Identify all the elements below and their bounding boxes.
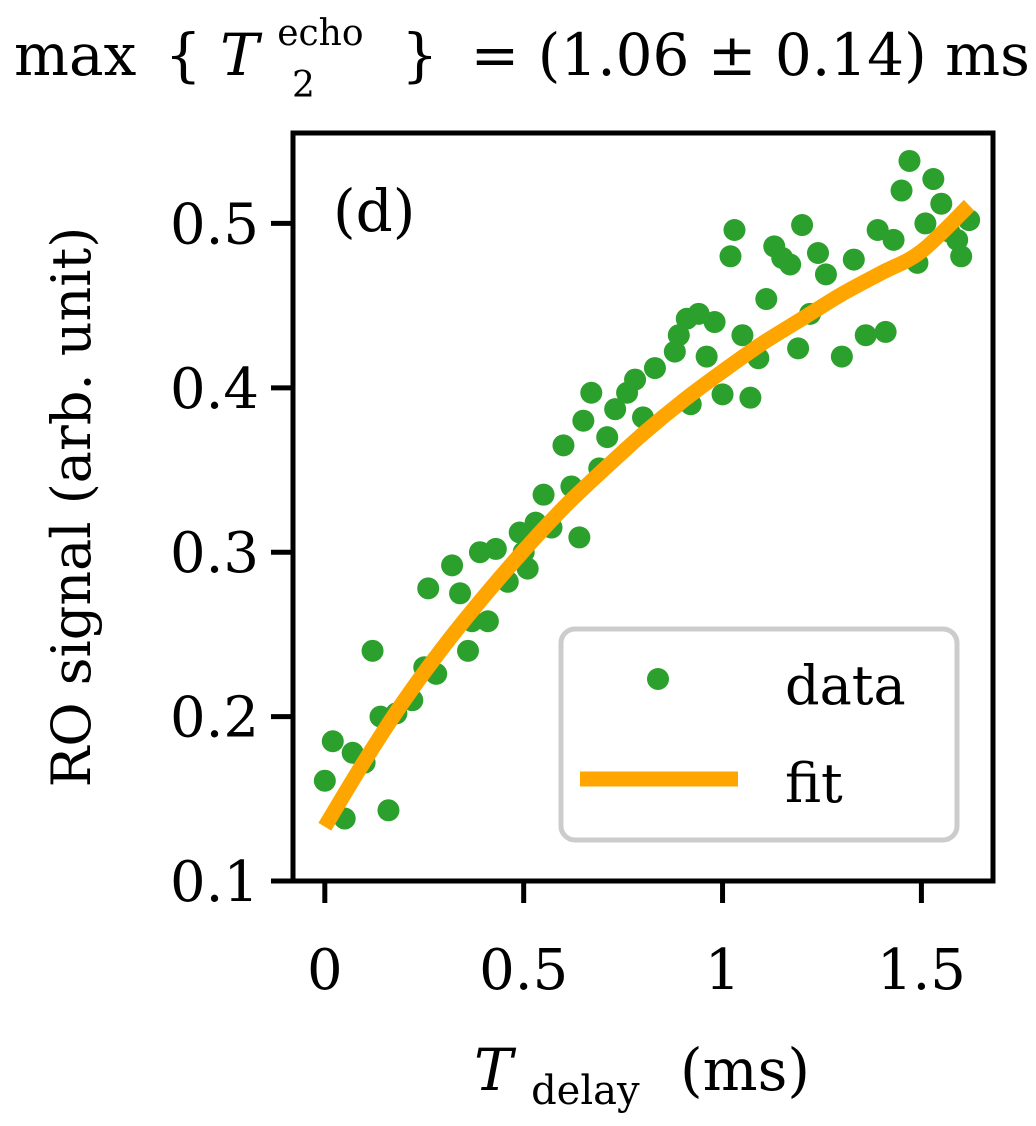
data-point bbox=[950, 245, 973, 268]
data-point bbox=[755, 288, 778, 311]
legend: data fit bbox=[558, 626, 960, 843]
data-point bbox=[361, 639, 384, 662]
data-point bbox=[695, 345, 718, 368]
legend-fit-label: fit bbox=[785, 752, 843, 815]
data-point bbox=[882, 228, 905, 251]
y-tick-label: 0.1 bbox=[170, 850, 259, 915]
header-max: max bbox=[14, 21, 136, 89]
data-point bbox=[807, 242, 829, 265]
x-tick-label: 1 bbox=[705, 938, 741, 1003]
data-point bbox=[441, 554, 464, 577]
x-axis-label-symbol: T bbox=[474, 1036, 517, 1104]
y-axis-label: RO signal (arb. unit) bbox=[40, 227, 103, 788]
x-tick-label: 0.5 bbox=[479, 938, 568, 1003]
data-point bbox=[719, 245, 742, 268]
legend-data-label: data bbox=[785, 654, 906, 717]
header-subscript: 2 bbox=[292, 65, 315, 106]
header-brace-open: { bbox=[165, 21, 202, 89]
x-tick-label: 1.5 bbox=[877, 938, 966, 1003]
data-point bbox=[874, 320, 897, 343]
data-point bbox=[914, 212, 937, 235]
data-point bbox=[604, 398, 627, 421]
data-point bbox=[787, 337, 810, 360]
data-point bbox=[854, 324, 877, 347]
svg-text:max { T echo: max { T echo 2 } = (1.06 ± 0.14) ms bbox=[14, 0, 1030, 111]
y-tick-label: 0.4 bbox=[170, 357, 259, 422]
header-brace-close: } bbox=[401, 21, 438, 89]
data-point bbox=[321, 730, 344, 753]
y-axis-ticks: 0.1 0.2 0.3 0.4 0.5 bbox=[170, 192, 293, 915]
data-point bbox=[580, 381, 603, 404]
data-point bbox=[313, 769, 336, 792]
data-point bbox=[866, 218, 889, 241]
data-point bbox=[711, 383, 734, 406]
x-axis-label: T delay (ms) bbox=[474, 1036, 810, 1118]
data-point bbox=[476, 610, 499, 633]
x-axis-ticks: 0 0.5 1 1.5 bbox=[307, 881, 966, 1003]
x-tick-label: 0 bbox=[307, 938, 343, 1003]
data-point bbox=[667, 324, 690, 347]
header-equation-value: = (1.06 ± 0.14) ms bbox=[471, 21, 1030, 89]
fit-line bbox=[318, 199, 975, 831]
data-point bbox=[779, 253, 802, 276]
y-tick-label: 0.3 bbox=[170, 521, 259, 586]
data-point bbox=[842, 248, 865, 271]
data-point bbox=[739, 386, 762, 409]
data-point bbox=[552, 434, 575, 457]
x-axis-label-subscript: delay bbox=[531, 1068, 640, 1114]
data-point bbox=[596, 426, 619, 449]
data-point bbox=[624, 368, 647, 391]
data-point bbox=[532, 483, 555, 506]
data-point bbox=[731, 324, 754, 347]
data-point bbox=[449, 582, 472, 605]
data-point bbox=[417, 577, 440, 600]
y-tick-label: 0.2 bbox=[170, 686, 259, 751]
data-point bbox=[791, 214, 814, 237]
data-point bbox=[830, 345, 853, 368]
header-equation: max { T echo 2 } = (1.06 ± 0.14) ms bbox=[14, 0, 1030, 111]
data-point bbox=[377, 799, 400, 822]
data-point bbox=[922, 168, 945, 191]
data-point bbox=[946, 228, 969, 251]
data-point bbox=[723, 218, 746, 241]
data-point bbox=[930, 192, 953, 215]
data-point bbox=[890, 179, 913, 202]
header-superscript: echo bbox=[277, 13, 363, 54]
data-series bbox=[313, 149, 981, 830]
data-point bbox=[703, 311, 726, 334]
plot-frame bbox=[290, 130, 996, 884]
x-axis-label-unit: (ms) bbox=[680, 1036, 810, 1104]
data-point bbox=[643, 357, 666, 380]
data-point bbox=[572, 409, 595, 432]
data-point bbox=[898, 149, 921, 172]
header-symbol: T bbox=[220, 21, 263, 89]
data-point bbox=[663, 340, 686, 363]
data-point bbox=[484, 537, 507, 560]
legend-data-marker bbox=[647, 668, 669, 690]
panel-label: (d) bbox=[333, 177, 415, 245]
data-point bbox=[568, 526, 591, 549]
y-tick-label: 0.5 bbox=[170, 192, 259, 257]
data-point bbox=[457, 639, 479, 662]
data-point bbox=[814, 263, 837, 286]
